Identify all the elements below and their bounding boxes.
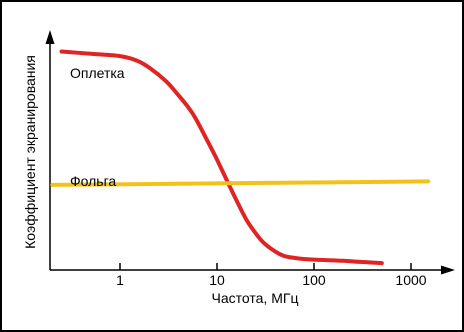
x-tick-label: 1 [116, 272, 124, 288]
x-axis-label: Частота, МГц [212, 290, 299, 306]
series-line-braid [59, 49, 384, 266]
series-label-braid: Оплетка [70, 65, 125, 81]
series-line-foil [50, 179, 431, 187]
x-tick-label: 100 [302, 272, 326, 288]
series-label-foil: Фольга [70, 173, 116, 189]
x-tick-label: 1000 [395, 272, 426, 288]
x-tick-label: 10 [209, 272, 225, 288]
y-axis-label: Коэффициент экранирования [22, 55, 38, 249]
x-axis-arrow-icon [441, 265, 455, 275]
y-axis-arrow-icon [45, 30, 55, 44]
